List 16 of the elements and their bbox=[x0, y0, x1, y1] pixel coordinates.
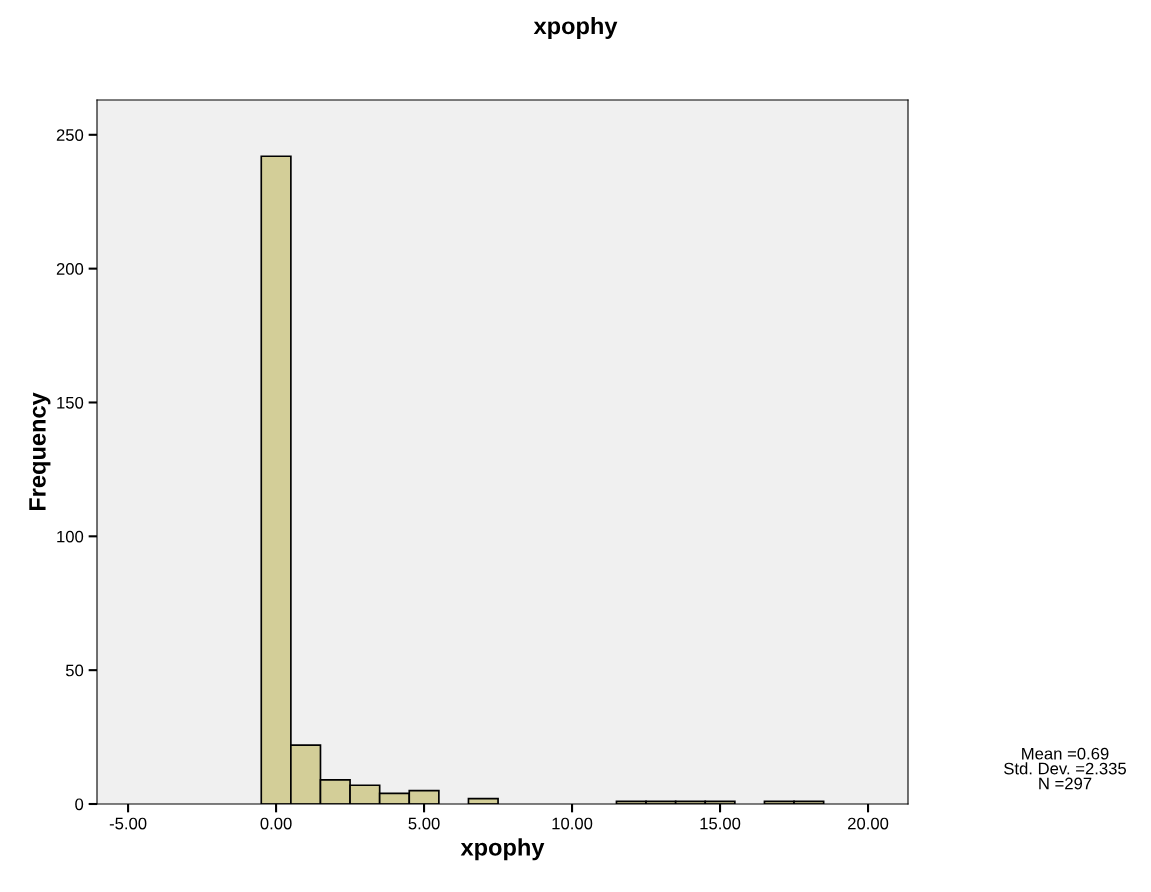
x-tick-label: -5.00 bbox=[109, 817, 147, 830]
y-tick-label: 100 bbox=[57, 530, 84, 543]
y-axis-title: Frequency bbox=[29, 392, 51, 511]
x-tick-label: 0.00 bbox=[260, 817, 292, 830]
chart-title: xpophy bbox=[533, 17, 618, 39]
y-tick-label: 200 bbox=[56, 263, 84, 275]
x-tick-label: 15.00 bbox=[700, 817, 741, 830]
y-tick-label: 0 bbox=[75, 798, 84, 811]
y-tick-label: 50 bbox=[65, 664, 84, 677]
x-tick-label: 5.00 bbox=[408, 817, 440, 830]
x-tick-label: 10.00 bbox=[552, 817, 593, 830]
text: Mean =0.69 Std. Dev. =2.335 N =297 bbox=[1004, 747, 1126, 790]
y-tick-label: 150 bbox=[57, 396, 84, 409]
x-tick-label: 20.00 bbox=[848, 817, 889, 830]
y-tick-label: 250 bbox=[56, 129, 84, 141]
x-axis-title: xpophy bbox=[460, 838, 545, 861]
